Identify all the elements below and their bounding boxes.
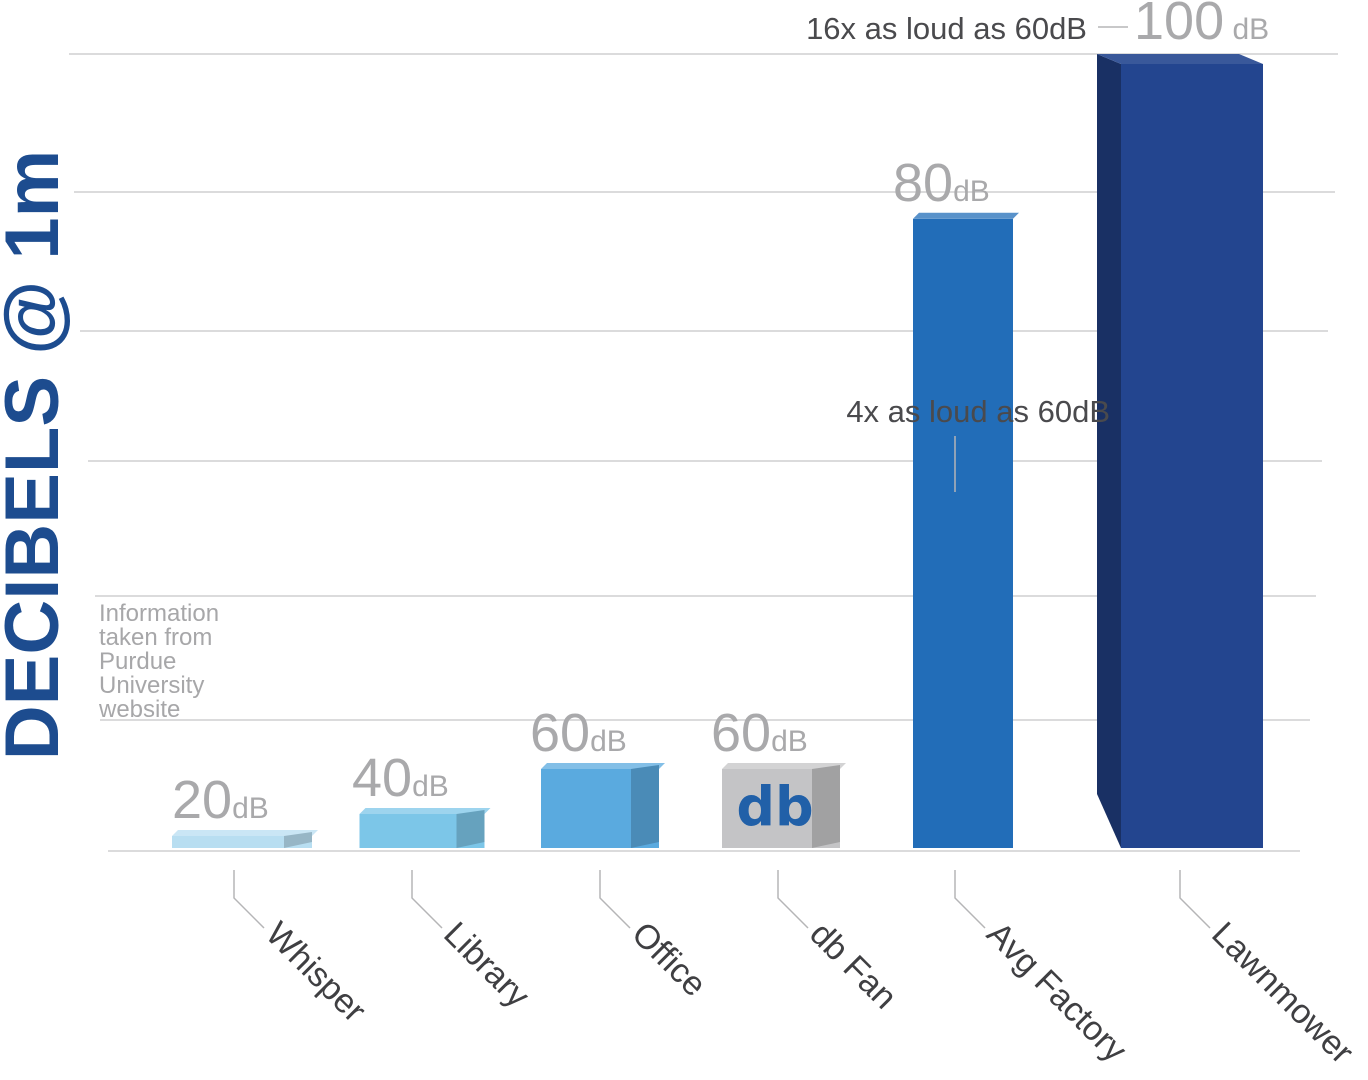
- value-label: 20dB: [172, 770, 269, 830]
- value-label: 60dB: [530, 703, 627, 763]
- source-note-line: Information: [99, 600, 219, 627]
- category-label: db Fan: [802, 915, 904, 1017]
- bar-side: [631, 765, 659, 848]
- value-label: 40dB: [352, 748, 449, 808]
- bar-db-fan: db: [722, 763, 846, 848]
- y-axis-label: DECIBELS @ 1m: [0, 150, 75, 760]
- bar-front: [1121, 64, 1263, 848]
- bar-office: [541, 763, 665, 848]
- annotation-100db: 16x as loud as 60dB: [806, 11, 1128, 46]
- bar-top: [541, 763, 665, 769]
- bar-avg-factory: [913, 212, 1019, 849]
- source-note: Information taken from Purdue University…: [98, 600, 219, 723]
- category-label: Whisper: [258, 915, 373, 1030]
- bar-whisper: [172, 830, 318, 848]
- bar-side: [1097, 54, 1121, 848]
- bar-top: [172, 830, 318, 836]
- gridlines: [69, 53, 1338, 852]
- category-label: Office: [624, 915, 713, 1004]
- category-leader: [599, 870, 631, 929]
- annotation-text: 4x as loud as 60dB: [846, 394, 1110, 429]
- source-note-line: website: [98, 696, 180, 723]
- bar-side: [284, 832, 312, 848]
- bar-front: [172, 836, 312, 848]
- db-fan-logo: db: [736, 776, 813, 839]
- bar-top: [359, 808, 491, 814]
- bar-front: [913, 218, 1013, 849]
- category-leader: [954, 870, 986, 929]
- source-note-line: taken from: [99, 624, 212, 651]
- source-note-line: Purdue: [99, 648, 176, 675]
- value-label: 80dB: [893, 153, 990, 213]
- category-leader: [233, 870, 265, 929]
- bar-top: [1097, 54, 1263, 64]
- value-label: 60dB: [711, 703, 808, 763]
- category-leader: [1179, 870, 1211, 929]
- bar-side: [812, 765, 840, 848]
- bar-library: [359, 808, 491, 848]
- annotation-text: 16x as loud as 60dB: [806, 11, 1087, 46]
- category-leader: [411, 870, 443, 929]
- bar-top: [913, 212, 1019, 219]
- annotation-80db: 4x as loud as 60dB: [846, 394, 1110, 492]
- bar-side: [456, 810, 485, 848]
- category-labels: Whisper Library Office db Fan Avg Factory Law…: [233, 870, 1361, 1071]
- value-label: 100 dB: [1134, 0, 1269, 51]
- category-leader: [777, 870, 809, 929]
- bars: db: [172, 54, 1263, 849]
- bar-top: [722, 763, 846, 769]
- bar-lawnmower: [1097, 54, 1263, 848]
- category-label: Library: [436, 915, 536, 1015]
- source-note-line: University: [99, 672, 204, 699]
- category-label: Avg Factory: [979, 915, 1134, 1070]
- category-label: Lawnmower: [1204, 915, 1360, 1071]
- value-labels: 20dB 40dB 60dB 60dB 80dB 100 dB: [172, 0, 1269, 830]
